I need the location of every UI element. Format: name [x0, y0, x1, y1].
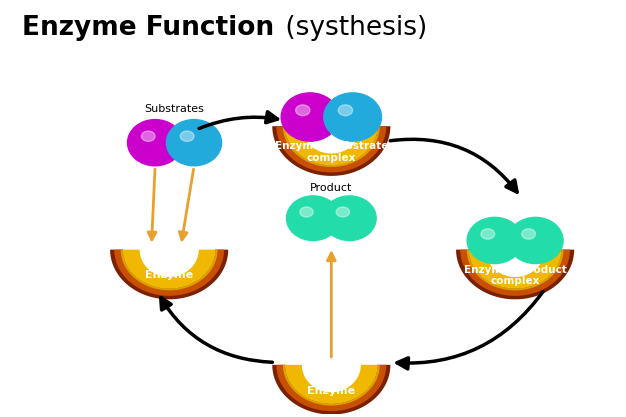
Text: Substrates: Substrates	[145, 104, 205, 114]
Polygon shape	[285, 365, 377, 404]
Polygon shape	[467, 250, 563, 290]
Ellipse shape	[481, 229, 495, 239]
Polygon shape	[285, 126, 377, 165]
Ellipse shape	[167, 120, 222, 166]
Ellipse shape	[324, 93, 381, 141]
Polygon shape	[277, 365, 386, 411]
Polygon shape	[272, 365, 391, 414]
Polygon shape	[283, 126, 380, 167]
Text: Enzyme - product
complex: Enzyme - product complex	[464, 265, 567, 286]
Ellipse shape	[323, 196, 376, 241]
Polygon shape	[277, 126, 386, 172]
Ellipse shape	[336, 207, 349, 217]
Ellipse shape	[287, 196, 340, 241]
Ellipse shape	[141, 131, 155, 141]
Polygon shape	[456, 250, 574, 299]
Text: Enzyme: Enzyme	[145, 271, 193, 281]
Ellipse shape	[128, 120, 183, 166]
Text: Enzyme: Enzyme	[307, 386, 356, 396]
Ellipse shape	[180, 131, 194, 141]
Ellipse shape	[300, 207, 313, 217]
Ellipse shape	[521, 229, 535, 239]
Text: (systhesis): (systhesis)	[277, 15, 428, 41]
Polygon shape	[114, 250, 224, 296]
Polygon shape	[272, 126, 391, 176]
Polygon shape	[123, 250, 215, 289]
Ellipse shape	[338, 105, 352, 116]
Polygon shape	[121, 250, 218, 290]
Polygon shape	[460, 250, 570, 296]
Polygon shape	[110, 250, 228, 299]
Ellipse shape	[467, 217, 522, 264]
Ellipse shape	[295, 105, 310, 116]
Ellipse shape	[508, 217, 563, 264]
Polygon shape	[469, 250, 561, 289]
Polygon shape	[283, 365, 380, 406]
Text: Product: Product	[310, 183, 352, 193]
Ellipse shape	[281, 93, 339, 141]
Text: Enzyme - substrate
complex: Enzyme - substrate complex	[275, 141, 388, 163]
Text: Enzyme Function: Enzyme Function	[23, 15, 275, 41]
